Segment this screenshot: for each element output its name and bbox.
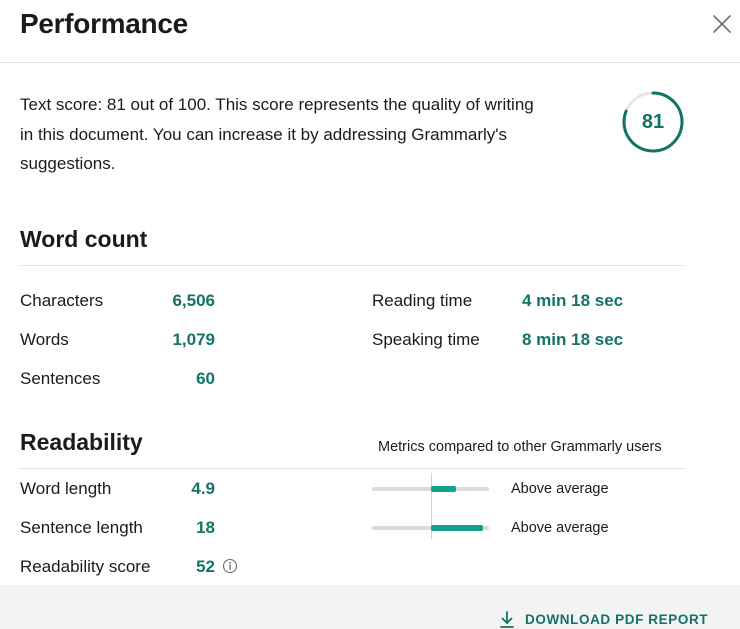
reading-time-value: 4 min 18 sec [522, 291, 624, 310]
word-length-label: Word length [20, 479, 112, 498]
download-pdf-button[interactable]: DOWNLOAD PDF REPORT [498, 609, 708, 629]
characters-value: 6,506 [172, 291, 215, 310]
word-count-divider [20, 265, 684, 266]
readability-score-label: Readability score [20, 557, 151, 576]
score-value: 81 [641, 111, 665, 133]
word-length-bar [372, 486, 489, 492]
speaking-time-label: Speaking time [372, 330, 480, 349]
sentence-length-label: Sentence length [20, 518, 143, 537]
sentence-length-value: 18 [196, 518, 215, 537]
speaking-time-value: 8 min 18 sec [522, 330, 624, 349]
word-length-bar-fill [430, 486, 457, 492]
download-icon [500, 611, 514, 628]
sentence-length-bar [372, 525, 489, 531]
close-icon [713, 15, 731, 33]
dialog-footer [0, 585, 740, 629]
sentence-length-bar-fill [430, 525, 484, 531]
readability-divider [20, 468, 684, 469]
sentence-length-comparison: Above average [511, 520, 609, 536]
readability-title: Readability [20, 429, 143, 455]
score-ring-graphic [622, 91, 684, 153]
info-icon[interactable] [222, 558, 238, 574]
word-length-value: 4.9 [191, 479, 215, 498]
word-count-title: Word count [20, 226, 148, 252]
download-pdf-label: DOWNLOAD PDF REPORT [525, 611, 709, 627]
score-description: Text score: 81 out of 100. This score re… [20, 95, 534, 173]
words-value: 1,079 [172, 330, 215, 349]
reading-time-label: Reading time [372, 291, 473, 310]
words-label: Words [20, 330, 69, 349]
sentences-label: Sentences [20, 369, 101, 388]
comparison-note: Metrics compared to other Grammarly user… [378, 439, 662, 455]
readability-score-value: 52 [196, 557, 215, 576]
dialog-title: Performance [20, 8, 188, 39]
score-ring: 81 [620, 89, 686, 155]
close-button[interactable] [708, 10, 736, 38]
average-marker [431, 473, 432, 539]
word-length-comparison: Above average [511, 481, 609, 497]
dialog-header: Performance [0, 0, 740, 63]
characters-label: Characters [20, 291, 104, 310]
sentences-value: 60 [196, 369, 215, 388]
